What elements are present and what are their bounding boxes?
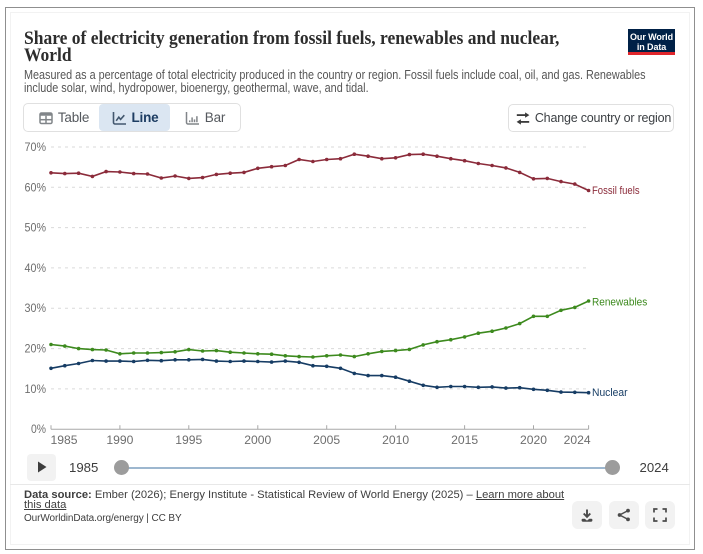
svg-text:Nuclear: Nuclear [592, 387, 628, 399]
svg-text:1985: 1985 [51, 433, 78, 447]
svg-text:10%: 10% [25, 382, 47, 396]
svg-text:2024: 2024 [564, 433, 591, 447]
svg-text:2005: 2005 [313, 433, 340, 447]
svg-text:40%: 40% [25, 261, 47, 275]
svg-text:2010: 2010 [382, 433, 409, 447]
svg-text:20%: 20% [25, 342, 47, 356]
svg-text:70%: 70% [25, 140, 47, 154]
svg-text:30%: 30% [25, 301, 47, 315]
svg-text:Fossil fuels: Fossil fuels [592, 185, 640, 197]
svg-text:60%: 60% [25, 180, 47, 194]
svg-text:1990: 1990 [106, 433, 133, 447]
svg-text:2015: 2015 [451, 433, 478, 447]
svg-text:50%: 50% [25, 221, 47, 235]
svg-text:1995: 1995 [175, 433, 202, 447]
svg-text:Renewables: Renewables [592, 297, 648, 309]
svg-text:2020: 2020 [520, 433, 547, 447]
svg-text:2000: 2000 [244, 433, 271, 447]
svg-text:0%: 0% [31, 422, 46, 436]
